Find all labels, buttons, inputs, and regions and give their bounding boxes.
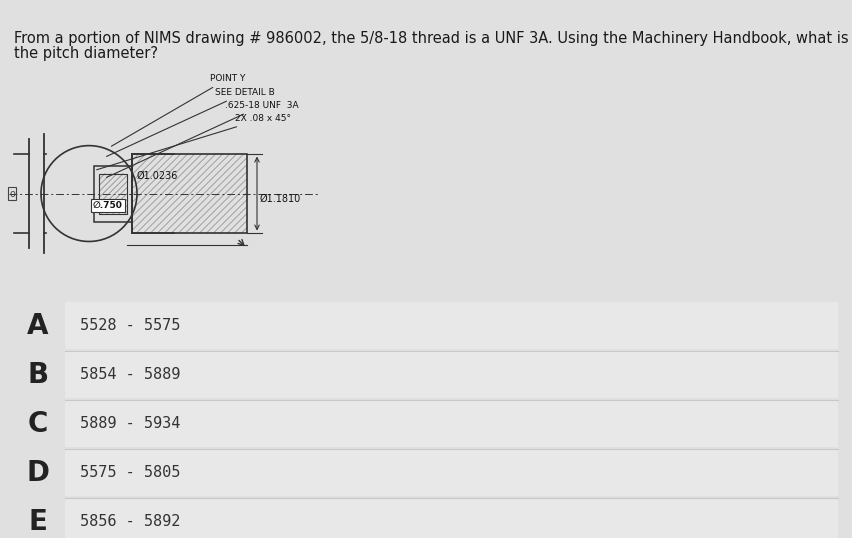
Text: Ø1.0236: Ø1.0236 [137,171,178,181]
Text: the pitch diameter?: the pitch diameter? [14,46,158,61]
Text: 5528 - 5575: 5528 - 5575 [80,318,180,334]
Text: SEE DETAIL B: SEE DETAIL B [106,88,274,157]
Text: .625-18 UNF  3A: .625-18 UNF 3A [106,101,298,178]
Bar [65,351,837,398]
Text: POINT Y: POINT Y [112,74,245,146]
Text: 2X .08 x 45°: 2X .08 x 45° [96,114,291,170]
Bar [65,449,837,496]
Bar [94,166,132,222]
Text: C: C [28,409,48,438]
Text: 5854 - 5889: 5854 - 5889 [80,367,180,383]
Text: Ø1.1810: Ø1.1810 [260,194,301,203]
Text: 5856 - 5892: 5856 - 5892 [80,514,180,529]
Bar [65,498,837,538]
Bar [65,302,837,349]
Bar [132,154,247,233]
Text: o: o [9,188,15,199]
Text: ∅.750: ∅.750 [93,201,123,209]
Text: 5575 - 5805: 5575 - 5805 [80,465,180,480]
Text: B: B [27,361,49,389]
Text: E: E [28,507,48,535]
Text: 5889 - 5934: 5889 - 5934 [80,416,180,431]
Text: D: D [26,458,49,486]
Bar [99,174,127,214]
Bar [65,400,837,447]
Text: A: A [27,312,49,340]
Bar [91,199,125,211]
Text: From a portion of NIMS drawing # 986002, the 5/8-18 thread is a UNF 3A. Using th: From a portion of NIMS drawing # 986002,… [14,31,848,46]
